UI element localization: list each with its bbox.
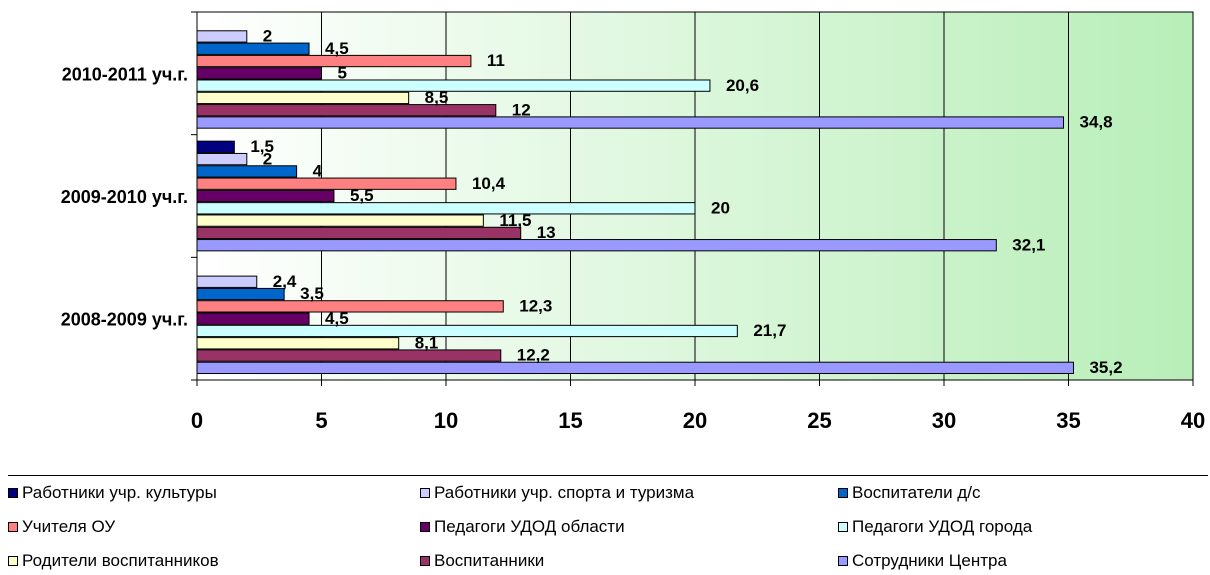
legend-item: Педагоги УДОД области	[420, 517, 625, 537]
data-label: 10,4	[472, 174, 506, 193]
bar	[197, 141, 234, 152]
bar	[197, 215, 483, 226]
x-tick-label: 40	[1181, 408, 1205, 433]
legend-item: Родители воспитанников	[8, 551, 219, 571]
data-label: 32,1	[1012, 235, 1045, 254]
data-label: 4,5	[325, 309, 349, 328]
bar	[197, 31, 247, 42]
legend-item: Работники учр. культуры	[8, 483, 217, 503]
data-label: 12,3	[519, 297, 552, 316]
bar	[197, 227, 521, 238]
data-label: 12	[512, 100, 531, 119]
x-tick-label: 20	[683, 408, 707, 433]
legend-label: Воспитатели д/с	[852, 483, 980, 503]
data-label: 5,5	[350, 186, 374, 205]
legend-swatch	[838, 522, 848, 532]
legend-item: Учителя ОУ	[8, 517, 115, 537]
bar	[197, 80, 710, 91]
bar-chart: 24,511520,68,51234,81,52410,45,52011,513…	[0, 0, 1210, 470]
legend-swatch	[420, 522, 430, 532]
bar	[197, 276, 257, 287]
bar	[197, 43, 309, 54]
bar	[197, 240, 996, 251]
legend-divider	[8, 475, 1208, 476]
x-tick-label: 35	[1056, 408, 1080, 433]
bar	[197, 68, 322, 79]
bar	[197, 362, 1073, 373]
data-label: 2	[263, 27, 272, 46]
bar	[197, 288, 284, 299]
x-tick-label: 0	[191, 408, 203, 433]
legend-swatch	[420, 556, 430, 566]
legend-item: Педагоги УДОД города	[838, 517, 1032, 537]
data-label: 35,2	[1089, 358, 1122, 377]
legend-swatch	[8, 488, 18, 498]
legend-item: Воспитатели д/с	[838, 483, 980, 503]
data-label: 2,4	[273, 272, 297, 291]
bar	[197, 166, 297, 177]
legend-swatch	[8, 522, 18, 532]
data-label: 8,5	[425, 88, 449, 107]
legend-label: Родители воспитанников	[22, 551, 219, 571]
bar	[197, 325, 737, 336]
bar	[197, 178, 456, 189]
bar	[197, 350, 501, 361]
legend-label: Работники учр. культуры	[22, 483, 217, 503]
legend-swatch	[8, 556, 18, 566]
data-label: 11	[487, 51, 505, 70]
data-label: 5	[338, 63, 347, 82]
bar	[197, 153, 247, 164]
y-category-label: 2009-2010 уч.г.	[61, 187, 188, 207]
data-label: 3,5	[300, 284, 324, 303]
x-tick-label: 15	[558, 408, 582, 433]
data-label: 20,6	[726, 76, 759, 95]
data-label: 4	[313, 162, 323, 181]
legend-label: Учителя ОУ	[22, 517, 115, 537]
data-label: 2	[263, 149, 272, 168]
data-label: 20	[711, 198, 730, 217]
legend: Работники учр. культуры Работники учр. сп…	[8, 470, 1208, 575]
data-label: 21,7	[753, 321, 786, 340]
data-label: 4,5	[325, 39, 349, 58]
legend-swatch	[838, 488, 848, 498]
legend-item: Работники учр. спорта и туризма	[420, 483, 694, 503]
data-label: 8,1	[415, 333, 439, 352]
data-label: 34,8	[1080, 113, 1113, 132]
data-label: 12,2	[517, 346, 550, 365]
data-label: 11,5	[499, 211, 531, 230]
legend-label: Воспитанники	[434, 551, 544, 571]
legend-label: Сотрудники Центра	[852, 551, 1007, 571]
x-tick-label: 5	[315, 408, 327, 433]
legend-label: Работники учр. спорта и туризма	[434, 483, 694, 503]
legend-swatch	[838, 556, 848, 566]
bar	[197, 313, 309, 324]
y-category-label: 2010-2011 уч.г.	[62, 64, 188, 84]
legend-label: Педагоги УДОД города	[852, 517, 1032, 537]
legend-item: Сотрудники Центра	[838, 551, 1007, 571]
x-tick-label: 10	[434, 408, 458, 433]
bar	[197, 92, 409, 103]
legend-item: Воспитанники	[420, 551, 544, 571]
bar	[197, 301, 503, 312]
y-category-label: 2008-2009 уч.г.	[61, 310, 188, 330]
legend-label: Педагоги УДОД области	[434, 517, 625, 537]
x-tick-label: 30	[932, 408, 956, 433]
x-tick-label: 25	[807, 408, 831, 433]
legend-swatch	[420, 488, 430, 498]
data-label: 13	[537, 223, 556, 242]
bar	[197, 203, 695, 214]
bar	[197, 190, 334, 201]
bar	[197, 117, 1064, 128]
bar	[197, 105, 496, 116]
bar	[197, 338, 399, 349]
